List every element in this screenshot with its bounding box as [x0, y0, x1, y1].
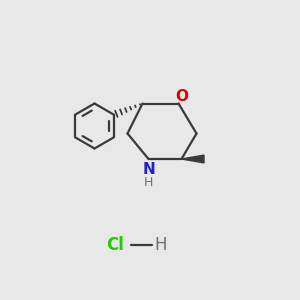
Text: O: O	[175, 89, 188, 104]
Text: H: H	[144, 176, 153, 189]
Text: N: N	[142, 162, 155, 177]
Polygon shape	[182, 155, 204, 163]
Text: H: H	[154, 236, 167, 253]
Text: Cl: Cl	[106, 236, 124, 253]
